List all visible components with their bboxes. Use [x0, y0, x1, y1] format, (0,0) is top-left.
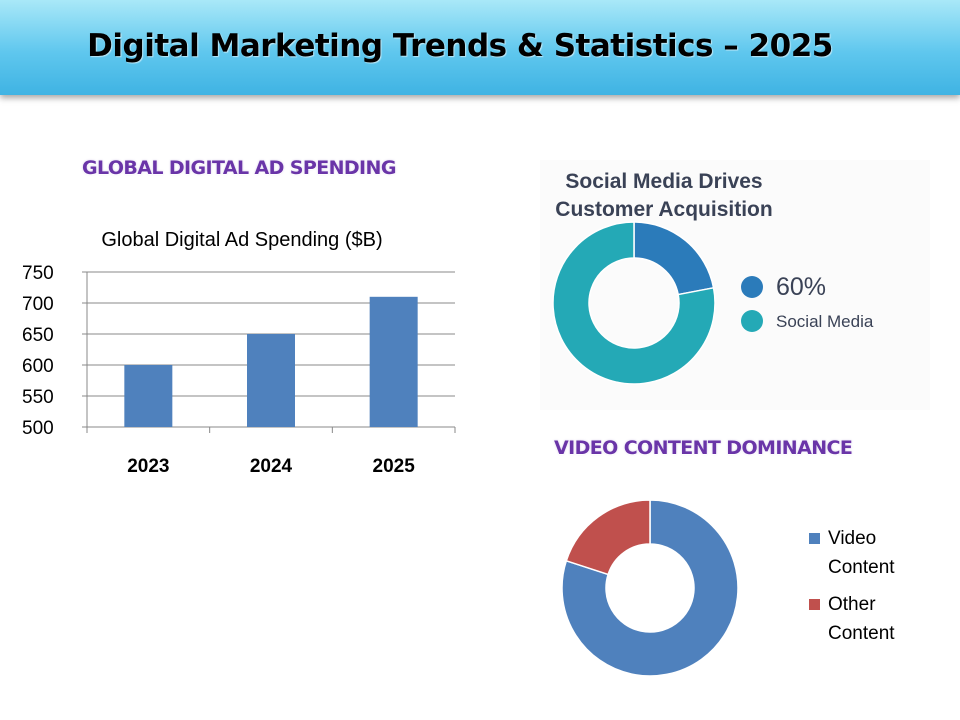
bar-2025	[369, 296, 418, 427]
donut-slice-other-content	[565, 499, 651, 576]
y-tick-label: 550	[22, 387, 54, 408]
ad-spending-bar-chart: Global Digital Ad Spending ($B) 500 550 60…	[22, 229, 456, 477]
legend-label: Content	[828, 557, 895, 578]
y-tick-label: 500	[22, 418, 54, 439]
donut-slice-social-media	[633, 221, 715, 296]
legend-label: Other	[828, 594, 876, 615]
bar-2023	[124, 365, 173, 427]
x-tick-label: 2023	[127, 456, 169, 477]
donut-slice-remainder	[552, 221, 716, 385]
legend-swatch	[809, 533, 820, 544]
social-media-graphic: Social Media Drives Customer Acquisition…	[540, 160, 930, 410]
social-legend-label: Social Media	[776, 312, 874, 331]
y-tick-label: 600	[22, 356, 54, 377]
slide-title: Digital Marketing Trends & Statistics – …	[87, 28, 833, 64]
video-content-donut-chart: Video Content Other Content	[561, 499, 895, 677]
social-title-line1: Social Media Drives	[565, 170, 762, 193]
social-legend-dot	[741, 310, 763, 332]
y-tick-label: 700	[22, 294, 54, 315]
legend-swatch	[809, 599, 820, 610]
social-title-line2: Customer Acquisition	[555, 198, 772, 221]
legend-label: Content	[828, 623, 895, 644]
bar-chart-title: Global Digital Ad Spending ($B)	[101, 229, 382, 251]
ad-spending-heading: GLOBAL DIGITAL AD SPENDING	[82, 157, 396, 179]
y-tick-label: 750	[22, 263, 54, 284]
social-stat-value: 60%	[776, 273, 826, 301]
stat-legend-dot	[741, 276, 763, 298]
title-banner: Digital Marketing Trends & Statistics – …	[0, 0, 960, 95]
video-content-heading: VIDEO CONTENT DOMINANCE	[554, 437, 853, 459]
legend-label: Video	[828, 528, 876, 549]
x-tick-label: 2025	[373, 456, 416, 477]
donut-slice-video-content	[561, 499, 739, 677]
x-tick-label: 2024	[250, 456, 293, 477]
bar-2024	[247, 334, 295, 427]
y-tick-label: 650	[22, 325, 54, 346]
